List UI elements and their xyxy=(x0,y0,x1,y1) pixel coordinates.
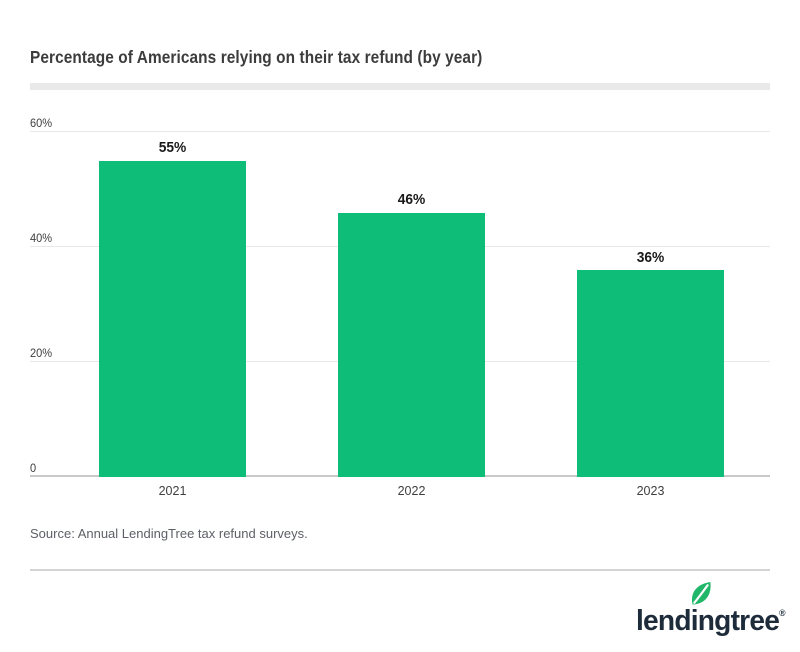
bar-value-label: 55% xyxy=(158,140,187,157)
logo-text: lendingtree xyxy=(636,605,780,637)
registered-mark: ® xyxy=(779,608,786,618)
x-axis-label-2023: 2023 xyxy=(636,484,665,498)
y-tick-label: 60% xyxy=(30,116,53,130)
bar-value-label: 46% xyxy=(397,192,426,208)
leaf-icon xyxy=(691,581,711,605)
x-axis-label-2021: 2021 xyxy=(158,484,187,498)
title-divider xyxy=(30,83,770,90)
bar-2022 xyxy=(338,212,485,477)
bar-group-2021: 55% xyxy=(99,141,246,477)
chart-title: Percentage of Americans relying on their… xyxy=(30,47,483,67)
footer-divider xyxy=(30,569,770,571)
y-tick-label: 40% xyxy=(30,231,53,245)
y-tick-label: 20% xyxy=(30,346,53,360)
source-note: Source: Annual LendingTree tax refund su… xyxy=(30,526,308,541)
gridline-60: 60% xyxy=(30,117,770,132)
bar-group-2023: 36% xyxy=(577,249,724,477)
bar-chart: 60% 40% 20% 0 55% 46% 36% 2021 2022 2023 xyxy=(30,110,770,498)
bar-group-2022: 46% xyxy=(338,193,485,477)
logo-wordmark: lendingtree® xyxy=(636,607,786,636)
bar-2021 xyxy=(99,160,246,477)
x-axis-label-2022: 2022 xyxy=(397,484,426,498)
bar-value-label: 36% xyxy=(636,249,665,266)
y-tick-label: 0 xyxy=(30,461,37,475)
lendingtree-logo: lendingtree® xyxy=(636,580,786,638)
bar-2023 xyxy=(577,270,724,477)
